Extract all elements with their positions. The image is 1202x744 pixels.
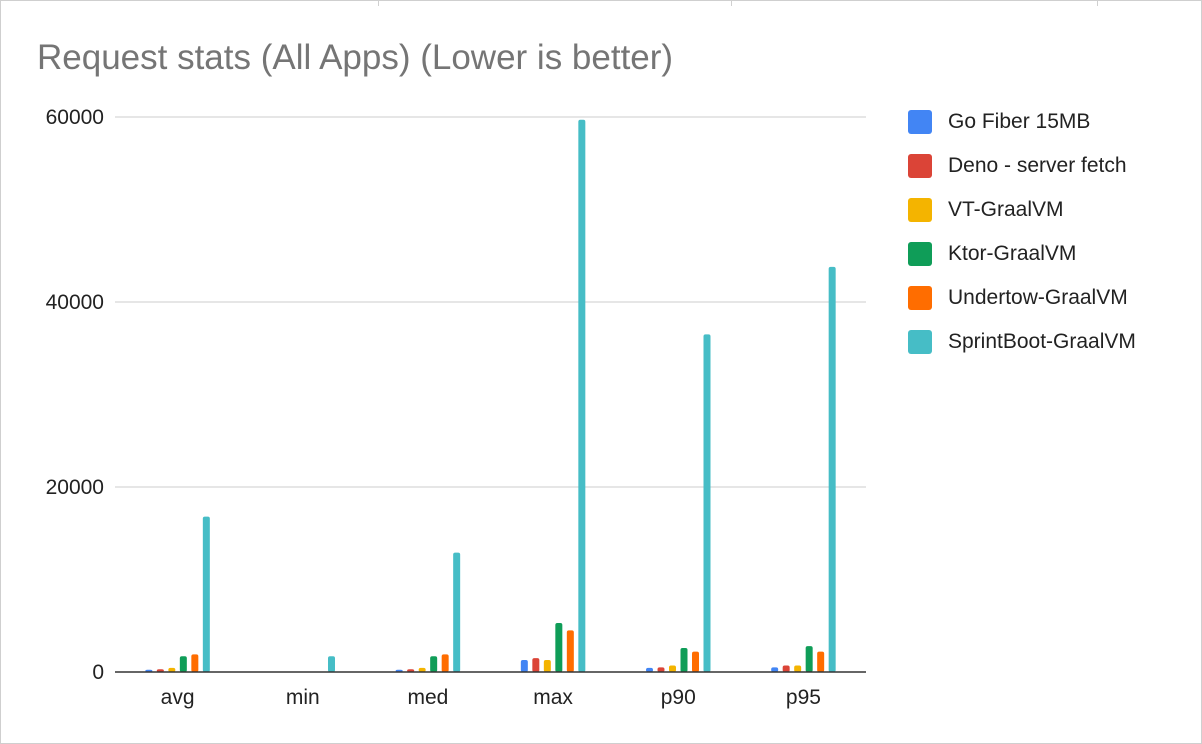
- y-tick-label: 20000: [46, 476, 104, 499]
- legend-label: Go Fiber 15MB: [948, 110, 1091, 133]
- bar-p90-5: [703, 334, 711, 672]
- bar-p95-1: [782, 665, 790, 672]
- legend-item: SprintBoot-GraalVM: [908, 320, 1136, 364]
- x-tick-label: p90: [661, 686, 696, 709]
- x-tick-label: max: [533, 686, 573, 709]
- bar-max-3: [555, 622, 563, 672]
- bar-avg-5: [202, 516, 210, 672]
- x-tick-label: min: [286, 686, 320, 709]
- legend-swatch: [908, 286, 932, 310]
- legend-item: Undertow-GraalVM: [908, 276, 1136, 320]
- bar-med-5: [453, 552, 461, 672]
- legend-item: VT-GraalVM: [908, 188, 1136, 232]
- bar-p90-0: [646, 667, 653, 672]
- bar-p90-2: [669, 665, 676, 672]
- y-tick-label: 0: [92, 661, 104, 684]
- bar-avg-3: [179, 656, 187, 672]
- bar-med-2: [418, 667, 426, 672]
- x-tick-label: avg: [161, 686, 195, 709]
- legend-label: VT-GraalVM: [948, 198, 1064, 221]
- legend-swatch: [908, 110, 932, 134]
- y-tick-label: 60000: [46, 106, 104, 129]
- bar-min-5: [328, 656, 335, 672]
- chart-title: Request stats (All Apps) (Lower is bette…: [37, 38, 674, 77]
- bar-max-0: [520, 659, 528, 672]
- legend-label: Ktor-GraalVM: [948, 242, 1077, 265]
- x-tick-label: p95: [786, 686, 821, 709]
- top-edge-ticks: [0, 0, 1202, 6]
- bar-med-4: [441, 654, 449, 672]
- bar-avg-2: [168, 667, 176, 672]
- bar-max-1: [532, 658, 540, 672]
- legend-swatch: [908, 198, 932, 222]
- bar-p95-2: [794, 665, 802, 672]
- legend-swatch: [908, 330, 932, 354]
- chart-legend: Go Fiber 15MB Deno - server fetch VT-Graal…: [908, 100, 1136, 364]
- bar-p90-4: [692, 651, 699, 672]
- bar-med-3: [430, 656, 438, 672]
- bar-p95-5: [828, 266, 836, 672]
- legend-label: SprintBoot-GraalVM: [948, 330, 1136, 353]
- legend-item: Deno - server fetch: [908, 144, 1136, 188]
- bar-p95-0: [771, 667, 779, 672]
- bar-p90-3: [680, 647, 688, 672]
- x-tick-label: med: [407, 686, 448, 709]
- legend-swatch: [908, 154, 932, 178]
- legend-swatch: [908, 242, 932, 266]
- y-tick-label: 40000: [46, 291, 104, 314]
- bar-p95-3: [805, 646, 813, 672]
- legend-label: Deno - server fetch: [948, 154, 1127, 177]
- bar-p90-1: [657, 667, 665, 672]
- legend-label: Undertow-GraalVM: [948, 286, 1128, 309]
- bar-max-2: [543, 659, 551, 672]
- bar-p95-4: [817, 651, 825, 672]
- legend-item: Ktor-GraalVM: [908, 232, 1136, 276]
- bar-max-5: [578, 119, 586, 672]
- legend-item: Go Fiber 15MB: [908, 100, 1136, 144]
- bar-avg-4: [191, 654, 199, 672]
- bar-max-4: [566, 630, 574, 672]
